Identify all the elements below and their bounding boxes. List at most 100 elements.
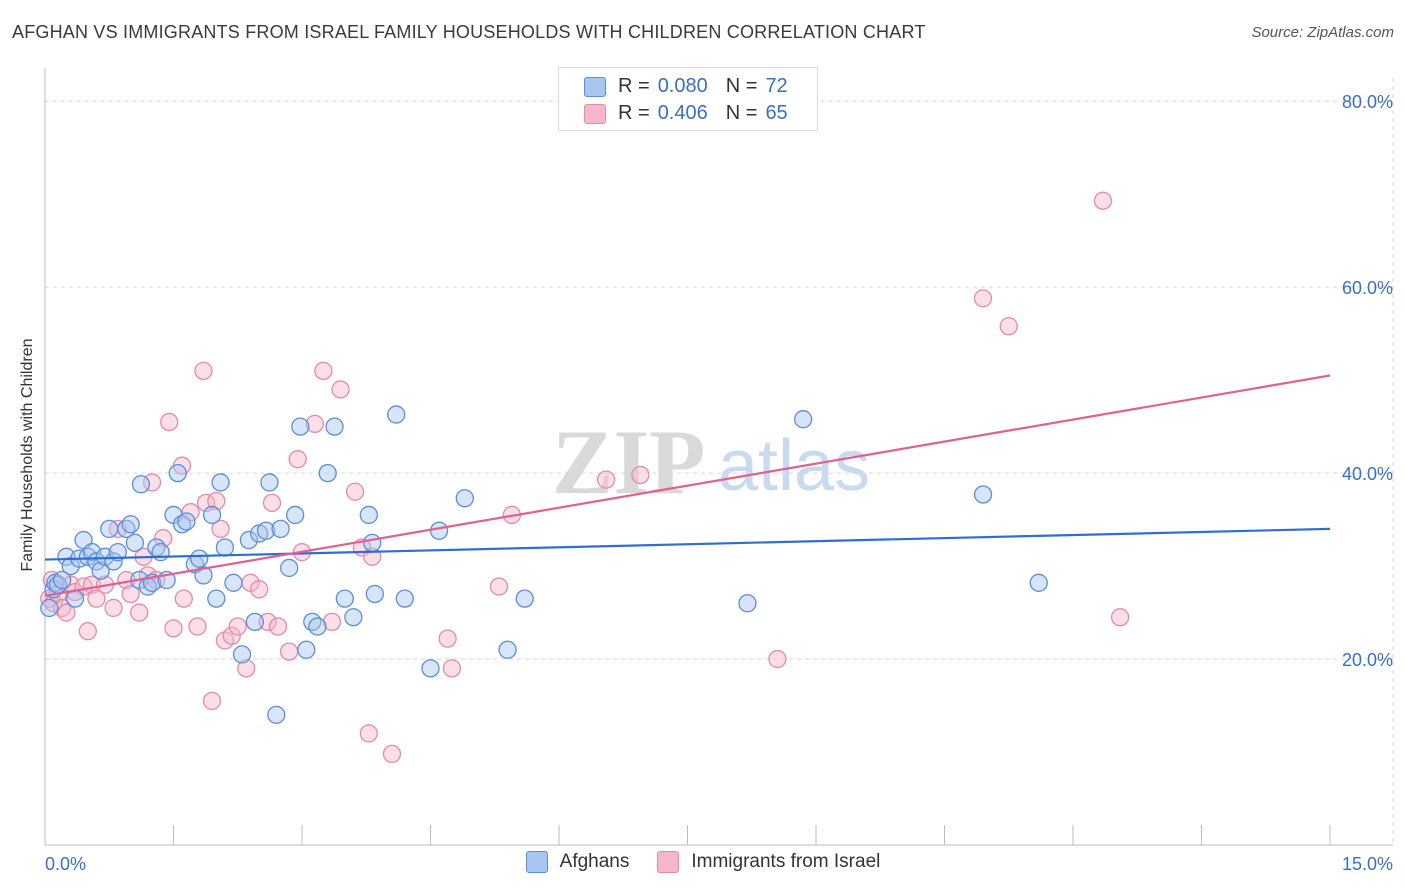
watermark-zip: ZIP (552, 411, 705, 513)
afghans-point (387, 405, 406, 424)
israel-point (314, 361, 333, 381)
afghans-point (215, 538, 235, 557)
israel-point (207, 491, 226, 511)
afghans-point (297, 640, 316, 659)
israel-point (228, 617, 247, 636)
israel-point (288, 450, 307, 469)
israel-point (130, 603, 149, 622)
afghans-point (267, 705, 286, 724)
israel-point (279, 642, 299, 661)
israel-point (78, 622, 97, 641)
n-value: 72 (765, 75, 788, 97)
afghans-point (325, 417, 344, 436)
x-tick-label: 0.0% (45, 854, 86, 874)
israel-point (250, 580, 269, 599)
israel-point (489, 577, 509, 596)
israel-point (305, 414, 325, 433)
israel-trend-line (44, 374, 1331, 597)
afghans-point (211, 473, 230, 492)
israel-point (331, 380, 350, 399)
israel-point (87, 589, 106, 608)
afghans-swatch (525, 851, 548, 873)
afghans-point (245, 612, 265, 632)
y-tick-label: 40.0% (1342, 464, 1393, 484)
afghans-point (202, 505, 222, 525)
afghans-point (260, 473, 279, 492)
afghans-point (429, 521, 449, 540)
afghans-point (359, 505, 378, 525)
afghans-point (100, 519, 119, 539)
afghans-point (224, 573, 243, 592)
israel-point (438, 629, 457, 648)
x-tick-label: 15.0% (1342, 854, 1393, 874)
y-tick-label: 20.0% (1342, 650, 1393, 670)
afghans-point (285, 505, 305, 525)
n-value: 65 (765, 102, 788, 124)
israel-point (322, 612, 342, 632)
israel-point (768, 649, 787, 669)
israel-point (382, 744, 402, 764)
israel-point (154, 529, 173, 548)
afghans-point (108, 542, 127, 562)
afghans-point (308, 617, 327, 636)
legend-row-afghans: R = 0.080 N = 72 (584, 75, 788, 98)
afghans-point (1029, 573, 1048, 592)
afghans-point (973, 485, 993, 504)
afghans-point (168, 463, 187, 483)
afghans-point (738, 594, 757, 613)
trend-lines (44, 374, 1331, 597)
afghans-point (207, 589, 226, 608)
watermark-atlas: atlas (718, 426, 870, 506)
afghans-point (239, 530, 259, 550)
afghans-point (421, 659, 440, 678)
israel-point (104, 598, 123, 618)
afghans-point (365, 584, 384, 604)
israel-point (121, 584, 140, 604)
afghans-point (177, 512, 196, 531)
israel-point (596, 470, 616, 489)
series-afghans-points (40, 405, 1048, 724)
israel-swatch (584, 103, 606, 124)
y-tick-label: 80.0% (1342, 92, 1393, 112)
afghans-point (455, 489, 474, 508)
afghans-point (91, 561, 110, 580)
afghans-point (335, 589, 354, 608)
gridlines (45, 78, 1394, 845)
israel-point (57, 603, 76, 622)
source-label: Source: ZipAtlas.com (1251, 24, 1394, 41)
legend-item-israel: Immigrants from Israel (657, 851, 880, 873)
israel-point (164, 619, 183, 638)
israel-point (194, 361, 213, 381)
afghans-point (271, 519, 290, 539)
israel-point (188, 617, 207, 636)
tick-labels: 20.0% 40.0% 60.0% 80.0% 0.0% 15.0% (45, 92, 1393, 874)
axes (44, 68, 1393, 846)
israel-point (160, 412, 179, 432)
israel-point (174, 589, 193, 608)
israel-point (442, 659, 462, 678)
r-label: R = (618, 102, 650, 124)
afghans-point (794, 410, 813, 429)
afghans-point (52, 570, 72, 590)
r-value: 0.080 (657, 75, 708, 97)
n-label: N = (725, 102, 758, 124)
israel-point (237, 659, 256, 678)
israel-point (1110, 608, 1130, 627)
afghans-point (232, 645, 252, 664)
israel-point (973, 289, 993, 308)
israel-point (142, 473, 162, 492)
afghans-swatch (584, 76, 606, 97)
legend-label: Afghans (559, 851, 630, 872)
afghans-point (318, 463, 337, 483)
r-label: R = (618, 75, 650, 97)
israel-point (202, 691, 222, 711)
israel-point (631, 465, 650, 485)
israel-point (268, 617, 288, 636)
legend-row-israel: R = 0.406 N = 65 (584, 102, 788, 125)
n-label: N = (725, 75, 758, 97)
israel-swatch (657, 851, 680, 873)
afghans-point (40, 598, 59, 618)
israel-point (222, 626, 241, 645)
israel-point (345, 482, 365, 501)
